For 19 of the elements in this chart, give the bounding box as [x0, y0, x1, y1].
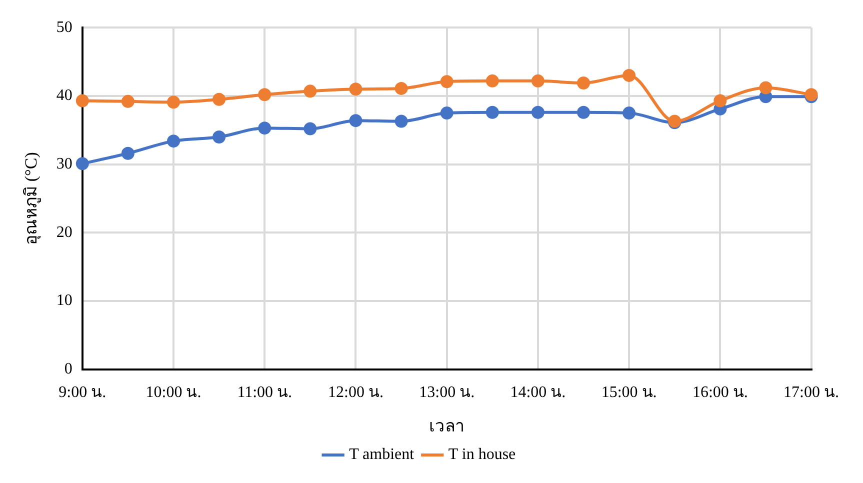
y-tick-label: 50	[56, 18, 72, 36]
y-axis-title: อุณหภูมิ (°C)	[22, 152, 42, 245]
y-tick-label: 40	[56, 87, 72, 104]
x-tick-label: 11:00 น.	[237, 384, 292, 402]
x-tick-label: 10:00 น.	[146, 384, 202, 402]
x-axis-title: เวลา	[428, 416, 465, 436]
x-tick-label: 14:00 น.	[510, 384, 566, 402]
x-tick-label: 12:00 น.	[328, 384, 384, 402]
x-tick-label: 17:00 น.	[784, 384, 840, 402]
legend-label: T in house	[448, 446, 516, 464]
x-tick-label: 13:00 น.	[419, 384, 475, 402]
y-tick-label: 20	[56, 224, 72, 241]
y-tick-label: 10	[56, 292, 72, 310]
x-tick-label: 16:00 น.	[692, 384, 748, 402]
y-tick-label: 0	[64, 360, 72, 378]
legend-label: T ambient	[349, 446, 415, 464]
x-tick-label: 15:00 น.	[601, 384, 657, 402]
y-tick-label: 30	[56, 156, 72, 173]
x-tick-label: 9:00 น.	[58, 384, 106, 402]
